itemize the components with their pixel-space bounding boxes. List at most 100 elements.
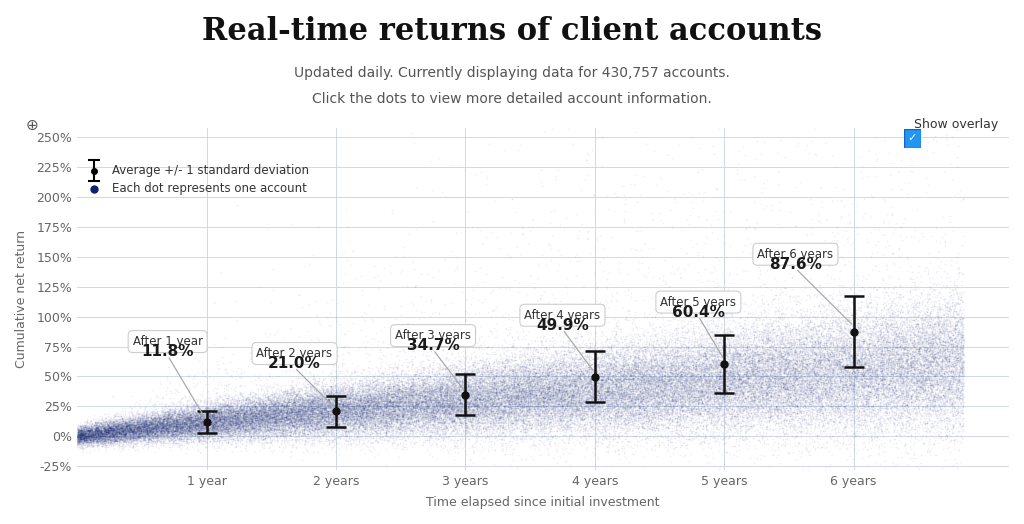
- Point: [239, 417, 255, 425]
- Point: [778, 343, 795, 351]
- Point: [229, 417, 246, 425]
- Point: [248, 404, 264, 412]
- Point: [752, 374, 768, 382]
- Point: [318, 409, 335, 417]
- Point: [602, 379, 618, 387]
- Point: [616, 385, 633, 394]
- Point: [190, 410, 207, 419]
- Point: [677, 368, 693, 376]
- Point: [721, 370, 737, 379]
- Point: [473, 390, 489, 399]
- Point: [268, 424, 285, 433]
- Point: [317, 411, 334, 420]
- Point: [333, 405, 349, 413]
- Point: [902, 393, 919, 401]
- Point: [442, 386, 459, 395]
- Point: [827, 342, 844, 350]
- Point: [882, 303, 898, 312]
- Point: [447, 399, 464, 407]
- Point: [756, 315, 772, 324]
- Point: [668, 342, 684, 350]
- Point: [159, 418, 175, 426]
- Point: [334, 409, 350, 417]
- Point: [284, 419, 300, 427]
- Point: [452, 385, 468, 393]
- Point: [132, 432, 148, 440]
- Point: [113, 442, 129, 450]
- Point: [519, 367, 536, 375]
- Point: [371, 434, 387, 442]
- Point: [215, 419, 231, 428]
- Point: [599, 372, 615, 380]
- Point: [190, 402, 207, 410]
- Point: [182, 417, 199, 425]
- Point: [614, 401, 631, 410]
- Point: [694, 340, 711, 348]
- Point: [454, 412, 470, 420]
- Point: [854, 384, 870, 392]
- Point: [87, 428, 103, 436]
- Point: [841, 434, 857, 442]
- Point: [88, 420, 104, 428]
- Point: [397, 390, 414, 399]
- Point: [671, 364, 687, 373]
- Point: [209, 405, 225, 413]
- Point: [920, 339, 936, 347]
- Point: [720, 353, 736, 362]
- Point: [438, 419, 455, 427]
- Point: [436, 412, 453, 421]
- Point: [593, 388, 609, 397]
- Point: [128, 416, 144, 424]
- Point: [590, 395, 606, 403]
- Point: [659, 370, 676, 378]
- Point: [336, 422, 352, 430]
- Point: [188, 379, 205, 387]
- Point: [754, 377, 770, 385]
- Point: [720, 403, 736, 412]
- Point: [338, 436, 354, 445]
- Point: [760, 391, 776, 400]
- Point: [609, 412, 626, 421]
- Point: [830, 358, 847, 367]
- Point: [613, 408, 630, 417]
- Point: [343, 408, 359, 416]
- Point: [449, 388, 465, 397]
- Point: [881, 400, 897, 408]
- Point: [626, 368, 642, 377]
- Point: [142, 424, 159, 432]
- Point: [608, 394, 625, 402]
- Point: [730, 407, 746, 415]
- Point: [771, 368, 787, 377]
- Point: [310, 397, 327, 406]
- Point: [482, 408, 499, 416]
- Point: [153, 418, 169, 427]
- Point: [376, 428, 392, 436]
- Point: [433, 420, 450, 428]
- Point: [878, 323, 894, 332]
- Point: [412, 416, 428, 424]
- Point: [106, 427, 123, 435]
- Point: [562, 365, 579, 374]
- Point: [642, 340, 658, 348]
- Point: [527, 346, 544, 355]
- Point: [246, 433, 262, 442]
- Point: [339, 428, 355, 436]
- Point: [240, 398, 256, 407]
- Point: [854, 362, 870, 370]
- Point: [549, 391, 565, 400]
- Point: [145, 421, 162, 430]
- Point: [358, 405, 375, 413]
- Point: [431, 377, 447, 386]
- Point: [826, 377, 843, 385]
- Point: [574, 380, 591, 388]
- Point: [395, 397, 412, 405]
- Point: [561, 432, 578, 440]
- Point: [82, 431, 98, 440]
- Point: [838, 336, 854, 345]
- Point: [821, 374, 838, 382]
- Point: [920, 298, 936, 306]
- Point: [376, 322, 392, 331]
- Point: [824, 228, 841, 236]
- Point: [298, 384, 314, 392]
- Point: [185, 407, 202, 416]
